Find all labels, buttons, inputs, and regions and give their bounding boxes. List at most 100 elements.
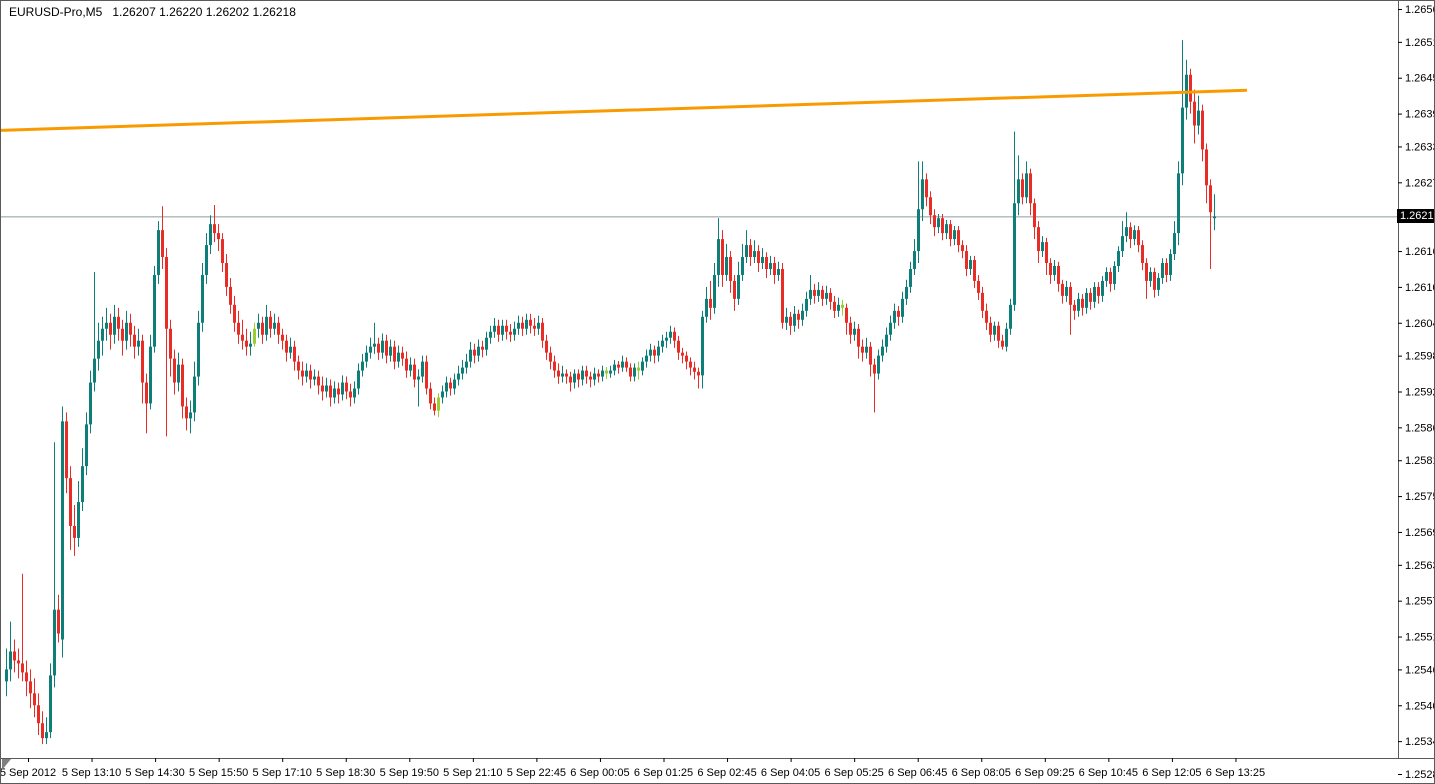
price-axis-label: 1.26275 — [1405, 177, 1435, 189]
candle-bear — [309, 370, 312, 380]
candle-bull — [1117, 251, 1120, 266]
candle-bull — [737, 274, 740, 299]
candle-bull — [837, 304, 840, 311]
candle-bull — [953, 230, 956, 240]
candle-bear — [1153, 271, 1156, 290]
candle-lime — [437, 397, 440, 411]
candle-bull — [881, 346, 884, 356]
candle-bull — [1149, 271, 1152, 281]
candle-bear — [337, 388, 340, 395]
candle-bear — [129, 322, 132, 335]
time-axis-label: 6 Sep 09:25 — [1015, 767, 1074, 779]
time-axis-label: 6 Sep 06:45 — [888, 767, 947, 779]
candle-bear — [349, 391, 352, 398]
candle-bear — [385, 340, 388, 356]
candle-bull — [189, 412, 192, 419]
trendline[interactable] — [1, 88, 1248, 132]
candle-bull — [1005, 328, 1008, 347]
candle-bull — [1065, 286, 1068, 296]
price-axis-label: 1.25635 — [1405, 560, 1435, 572]
candle-bear — [57, 609, 60, 634]
candle-bear — [73, 525, 76, 538]
candle-bear — [173, 358, 176, 383]
price-axis-label: 1.25865 — [1405, 422, 1435, 434]
candle-bull — [905, 286, 908, 299]
candle-bull — [489, 331, 492, 338]
time-axis-label: 5 Sep 22:45 — [507, 767, 566, 779]
candle-bull — [601, 370, 604, 377]
candle-bear — [821, 289, 824, 299]
time-axis-label: 5 Sep 15:50 — [189, 767, 248, 779]
candle-bear — [1137, 230, 1140, 246]
candle-bear — [729, 257, 732, 281]
candle-bull — [333, 388, 336, 398]
candle-bull — [421, 361, 424, 377]
candle-bear — [245, 340, 248, 347]
candle-bull — [265, 316, 268, 335]
candle-bear — [869, 346, 872, 365]
candle-bull — [761, 257, 764, 264]
candle-bull — [93, 358, 96, 383]
candle-bear — [121, 328, 124, 341]
candle-bear — [1129, 227, 1132, 240]
candle-bull — [649, 349, 652, 356]
candle-bull — [793, 313, 796, 326]
candle-bull — [1157, 277, 1160, 290]
candle-bear — [449, 382, 452, 389]
candle-bear — [685, 355, 688, 362]
candle-bull — [573, 373, 576, 383]
candle-bear — [577, 373, 580, 380]
time-axis-label: 5 Sep 19:50 — [380, 767, 439, 779]
candle-bear — [1081, 298, 1084, 308]
price-axis-label: 1.25985 — [1405, 351, 1435, 363]
candle-bear — [553, 361, 556, 371]
scroll-marker[interactable] — [2, 759, 11, 770]
candle-bull — [705, 298, 708, 317]
candle-bull — [801, 310, 804, 320]
candle-bull — [777, 268, 780, 275]
candle-bull — [273, 322, 276, 329]
candle-bear — [829, 292, 832, 302]
candle-bull — [453, 379, 456, 389]
candle-bear — [733, 280, 736, 299]
candle-bull — [817, 289, 820, 296]
candle-bear — [165, 257, 168, 329]
candle-bear — [1037, 227, 1040, 252]
candle-bear — [857, 328, 860, 347]
price-axis-label: 1.25460 — [1405, 664, 1435, 676]
candle-bear — [765, 257, 768, 269]
candle-bear — [989, 322, 992, 335]
candle-bull — [325, 385, 328, 392]
candle-bear — [425, 361, 428, 389]
candle-bear — [69, 478, 72, 526]
candle-bull — [357, 370, 360, 389]
candle-bear — [521, 322, 524, 329]
candle-bull — [1197, 110, 1200, 126]
candle-bear — [833, 301, 836, 311]
candle-bull — [365, 352, 368, 362]
price-axis-label: 1.26160 — [1405, 246, 1435, 258]
candle-bull — [389, 346, 392, 356]
candle-bear — [697, 371, 700, 376]
candle-bull — [621, 361, 624, 368]
candle-bear — [949, 224, 952, 240]
candle-bear — [213, 224, 216, 234]
candle-bear — [169, 328, 172, 359]
candle-bull — [457, 373, 460, 380]
candle-bull — [105, 322, 108, 329]
candle-bear — [981, 292, 984, 311]
candle-bull — [1133, 230, 1136, 240]
candle-bull — [517, 322, 520, 329]
candle-bear — [1069, 286, 1072, 305]
candle-bull — [61, 421, 64, 640]
candle-bull — [77, 502, 80, 538]
candle-bull — [493, 325, 496, 332]
candle-bear — [897, 310, 900, 317]
candle-bear — [41, 723, 44, 739]
time-axis-label: 6 Sep 13:25 — [1206, 767, 1265, 779]
time-axis-label: 6 Sep 10:45 — [1079, 767, 1138, 779]
candle-bull — [397, 352, 400, 362]
candle-bull — [1009, 304, 1012, 329]
candle-bear — [781, 268, 784, 323]
